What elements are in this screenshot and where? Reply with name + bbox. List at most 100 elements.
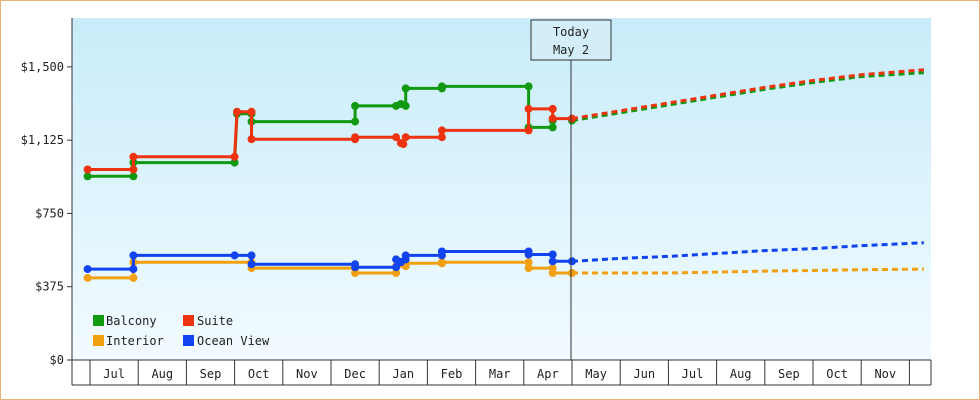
- data-point-ocean-view: [568, 257, 576, 266]
- x-tick-label: Jul: [103, 367, 125, 381]
- legend-label-interior: Interior: [106, 334, 164, 348]
- data-point-suite: [247, 107, 256, 116]
- y-tick-label: $1,125: [21, 133, 64, 147]
- data-point-ocean-view: [129, 265, 138, 274]
- data-point-balcony: [437, 82, 446, 91]
- plot-area: [72, 18, 931, 360]
- data-point-interior: [437, 258, 446, 267]
- x-tick-label: Oct: [826, 367, 848, 381]
- data-point-balcony: [401, 84, 410, 93]
- series-forecast-suite: [571, 68, 925, 121]
- data-point-ocean-view: [524, 250, 533, 259]
- data-point-suite: [437, 126, 446, 135]
- data-point-suite: [392, 133, 401, 142]
- data-point-ocean-view: [392, 263, 401, 272]
- x-tick-label: May: [585, 367, 607, 381]
- legend-item-interior: Interior: [93, 334, 164, 348]
- data-point-interior: [351, 269, 360, 277]
- data-point-interior: [568, 269, 576, 277]
- today-box: [530, 19, 612, 61]
- data-point-balcony: [401, 101, 410, 110]
- x-tick-label: Jan: [392, 367, 414, 381]
- x-tick-label: Aug: [730, 367, 752, 381]
- x-tick-label: Aug: [151, 367, 173, 381]
- data-point-ocean-view: [351, 263, 360, 272]
- data-point-balcony: [351, 117, 360, 126]
- x-tick-label: Apr: [537, 367, 559, 381]
- x-tick-label: Feb: [441, 367, 463, 381]
- data-point-ocean-view: [548, 257, 557, 266]
- data-point-ocean-view: [247, 260, 256, 269]
- data-point-balcony: [83, 172, 92, 181]
- series-forecast-interior: [572, 267, 924, 275]
- x-tick-label: Oct: [248, 367, 270, 381]
- data-point-suite: [548, 114, 557, 123]
- legend-label-balcony: Balcony: [106, 314, 157, 328]
- data-point-suite: [230, 152, 239, 161]
- data-point-ocean-view: [83, 265, 92, 274]
- series-forecast-ocean-view: [571, 241, 924, 263]
- data-point-balcony: [548, 123, 557, 132]
- data-point-interior: [524, 258, 533, 267]
- data-point-suite: [568, 114, 576, 123]
- data-point-interior: [129, 273, 138, 282]
- legend-item-ocean-view: Ocean View: [183, 334, 270, 348]
- x-tick-label: Dec: [344, 367, 366, 381]
- data-point-ocean-view: [548, 250, 557, 259]
- data-point-balcony: [524, 82, 533, 91]
- data-point-suite: [247, 135, 256, 144]
- data-point-interior: [392, 269, 401, 277]
- data-point-suite: [351, 133, 360, 142]
- x-axis: Jul Aug Sep Oct Nov Dec Jan Feb Mar Apr May Jun Jul A…: [71, 359, 932, 386]
- data-point-suite: [524, 126, 533, 135]
- series-forecast-balcony: [571, 71, 924, 123]
- data-point-ocean-view: [437, 247, 446, 256]
- series-line-balcony: [87, 84, 555, 178]
- data-point-suite: [129, 165, 138, 174]
- series-suite: [83, 68, 925, 174]
- legend-swatch-balcony: [93, 315, 104, 326]
- data-point-interior: [524, 264, 533, 273]
- data-point-ocean-view: [401, 251, 410, 260]
- x-tick-label: Nov: [296, 367, 318, 381]
- legend-label-ocean-view: Ocean View: [197, 334, 270, 348]
- legend-swatch-suite: [183, 315, 194, 326]
- data-point-suite: [524, 104, 533, 113]
- legend: Balcony Suite Interior Ocean View: [93, 314, 270, 348]
- today-label: Today: [553, 25, 589, 39]
- data-point-suite: [233, 107, 241, 116]
- y-tick-label: $0: [50, 353, 64, 367]
- y-tick-label: $375: [35, 280, 64, 294]
- data-point-suite: [399, 140, 408, 149]
- legend-item-balcony: Balcony: [93, 314, 157, 328]
- x-tick-label: Sep: [200, 367, 222, 381]
- data-point-ocean-view: [247, 251, 256, 260]
- data-point-suite: [129, 152, 138, 161]
- legend-swatch-ocean-view: [183, 335, 194, 346]
- data-point-interior: [548, 269, 557, 277]
- today-date: May 2: [553, 43, 589, 57]
- x-tick-label: Sep: [778, 367, 800, 381]
- data-point-suite: [401, 133, 410, 142]
- x-tick-label: Nov: [874, 367, 896, 381]
- data-point-suite: [548, 104, 557, 113]
- data-point-ocean-view: [230, 251, 239, 260]
- legend-label-suite: Suite: [197, 314, 233, 328]
- series-balcony: [83, 71, 924, 181]
- y-tick-label: $750: [35, 206, 64, 220]
- y-axis: $0 $375 $750 $1,125 $1,500: [21, 18, 73, 367]
- today-marker: Today May 2: [530, 19, 612, 360]
- data-point-ocean-view: [129, 251, 138, 260]
- x-tick-label: Jul: [682, 367, 704, 381]
- y-tick-label: $1,500: [21, 60, 64, 74]
- data-point-balcony: [129, 172, 138, 181]
- legend-swatch-interior: [93, 335, 104, 346]
- series-ocean-view: [83, 241, 924, 274]
- legend-item-suite: Suite: [183, 314, 233, 328]
- data-point-balcony: [351, 101, 360, 110]
- x-tick-label: Mar: [489, 367, 511, 381]
- data-point-interior: [83, 273, 92, 282]
- series-layer: [83, 68, 925, 282]
- x-tick-label: Jun: [633, 367, 655, 381]
